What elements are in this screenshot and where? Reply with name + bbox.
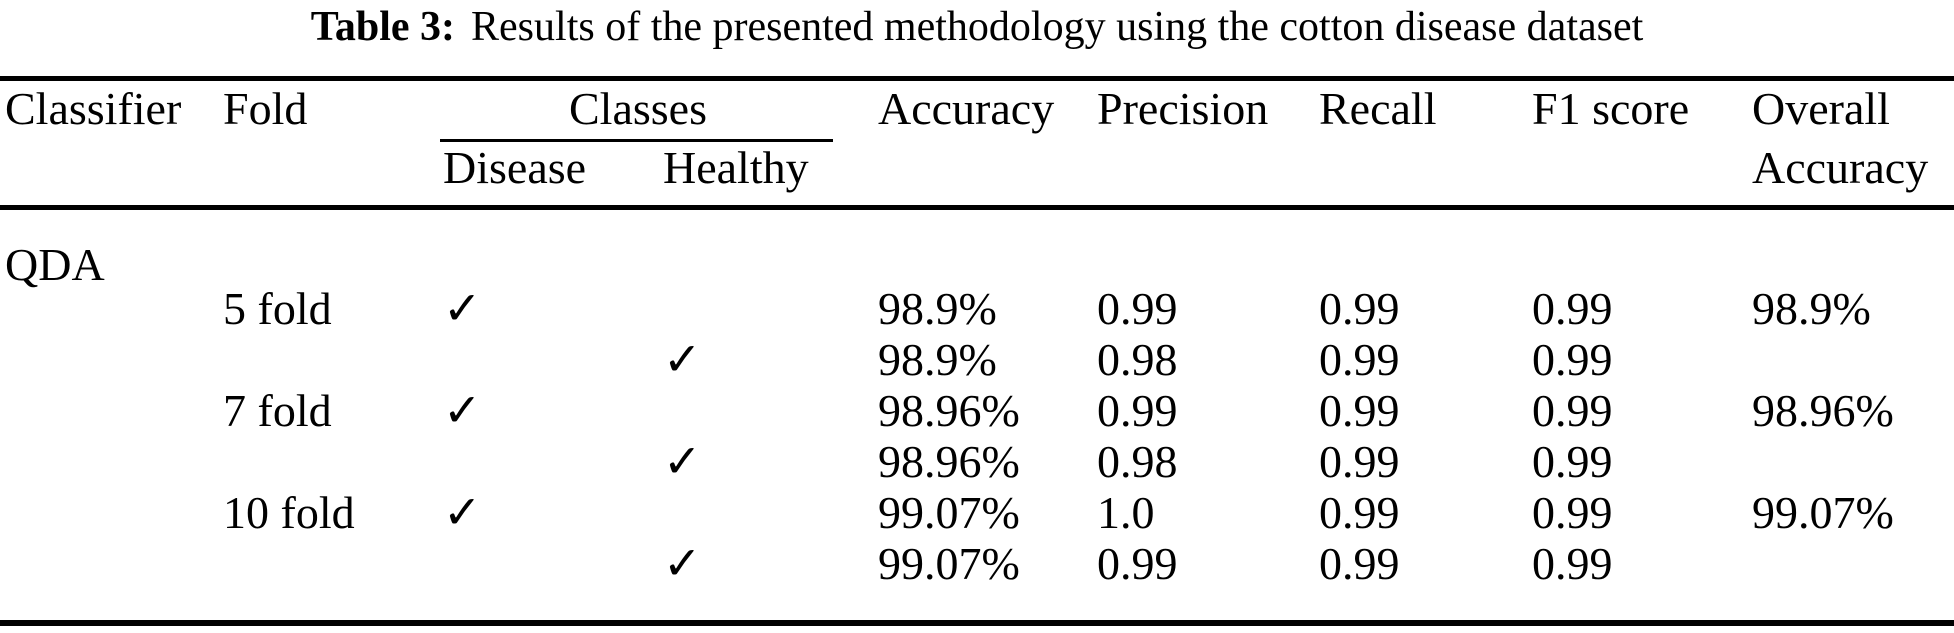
cell-classifier xyxy=(5,335,223,385)
table-row: ✓ 98.9% 0.98 0.99 0.99 xyxy=(0,335,1954,385)
classes-group-underline xyxy=(440,139,833,142)
cell-f1-score: 0.99 xyxy=(1532,334,1613,385)
cell-overall-accuracy: 99.07% xyxy=(1752,487,1894,538)
cell-accuracy: 98.9% xyxy=(878,283,997,334)
cell-overall-accuracy xyxy=(1752,437,1954,487)
table-cell xyxy=(878,143,1097,193)
table-row: ✓ 98.96% 0.98 0.99 0.99 xyxy=(0,437,1954,487)
cell-recall: 0.99 xyxy=(1319,334,1400,385)
table-header-row-1: Classifier Fold Classes Accuracy Precisi… xyxy=(0,84,1954,134)
cell-f1-score: 0.99 xyxy=(1532,436,1613,487)
cell-precision: 0.98 xyxy=(1097,334,1178,385)
col-header-precision: Precision xyxy=(1097,83,1269,134)
col-header-accuracy: Accuracy xyxy=(878,83,1055,134)
cell-precision: 0.98 xyxy=(1097,436,1178,487)
col-group-classes: Classes xyxy=(569,83,707,134)
table-cell xyxy=(5,143,223,193)
table-cell xyxy=(1319,143,1532,193)
cell-recall: 0.99 xyxy=(1319,283,1400,334)
checkmark-icon: ✓ xyxy=(443,385,482,436)
cell-healthy xyxy=(663,488,878,538)
cell-classifier xyxy=(5,539,223,589)
table-header-row-2: Disease Healthy Accuracy xyxy=(0,143,1954,193)
cell-precision: 0.99 xyxy=(1097,538,1178,589)
checkmark-icon: ✓ xyxy=(443,283,482,334)
cell-recall: 0.99 xyxy=(1319,487,1400,538)
col-header-overall-line2: Accuracy xyxy=(1752,142,1929,193)
cell-disease xyxy=(443,335,663,385)
table-row: 10 fold ✓ 99.07% 1.0 0.99 0.99 99.07% xyxy=(0,488,1954,538)
cell-recall: 0.99 xyxy=(1319,436,1400,487)
cell-fold: 7 fold xyxy=(223,385,332,436)
cell-fold xyxy=(223,437,443,487)
cell-disease xyxy=(443,539,663,589)
table-row: 7 fold ✓ 98.96% 0.99 0.99 0.99 98.96% xyxy=(0,386,1954,436)
cell-fold xyxy=(223,539,443,589)
cell-healthy xyxy=(663,240,878,290)
cell-overall-accuracy xyxy=(1752,539,1954,589)
cell-f1-score: 0.99 xyxy=(1532,538,1613,589)
col-header-overall-line1: Overall xyxy=(1752,83,1890,134)
checkmark-icon: ✓ xyxy=(443,487,482,538)
cell-recall: 0.99 xyxy=(1319,385,1400,436)
table-row: QDA xyxy=(0,240,1954,290)
cell-healthy xyxy=(663,284,878,334)
cell-healthy xyxy=(663,386,878,436)
table-cell xyxy=(1532,143,1752,193)
col-header-classifier: Classifier xyxy=(5,83,182,134)
cell-f1-score: 0.99 xyxy=(1532,487,1613,538)
cell-overall-accuracy xyxy=(1752,335,1954,385)
checkmark-icon: ✓ xyxy=(663,538,702,589)
table-cell xyxy=(223,143,443,193)
table-cell xyxy=(1097,143,1319,193)
cell-classifier xyxy=(5,488,223,538)
cell-precision: 0.99 xyxy=(1097,283,1178,334)
cell-classifier xyxy=(5,284,223,334)
cell-classifier xyxy=(5,437,223,487)
caption-text: Results of the presented methodology usi… xyxy=(471,4,1644,50)
cell-f1-score: 0.99 xyxy=(1532,385,1613,436)
table-caption: Table 3: Results of the presented methodo… xyxy=(0,2,1954,52)
cell-accuracy: 98.96% xyxy=(878,436,1020,487)
cell-f1-score: 0.99 xyxy=(1532,283,1613,334)
caption-label: Table 3: xyxy=(310,4,456,50)
cell-precision: 1.0 xyxy=(1097,487,1155,538)
cell-accuracy: 99.07% xyxy=(878,487,1020,538)
cell-accuracy: 99.07% xyxy=(878,538,1020,589)
cell-accuracy: 98.96% xyxy=(878,385,1020,436)
table-header-rule xyxy=(0,205,1954,210)
checkmark-icon: ✓ xyxy=(663,436,702,487)
cell-fold xyxy=(223,335,443,385)
cell-disease xyxy=(443,437,663,487)
cell-precision: 0.99 xyxy=(1097,385,1178,436)
table-bottom-rule xyxy=(0,620,1954,626)
cell-fold: 10 fold xyxy=(223,487,355,538)
cell-classifier: QDA xyxy=(5,239,105,290)
col-header-fold: Fold xyxy=(223,83,308,134)
col-group-classes-cell: Classes xyxy=(443,84,878,134)
cell-classifier xyxy=(5,386,223,436)
cell-overall-accuracy: 98.96% xyxy=(1752,385,1894,436)
cell-overall-accuracy: 98.9% xyxy=(1752,283,1871,334)
cell-fold: 5 fold xyxy=(223,283,332,334)
col-header-disease: Disease xyxy=(443,142,587,193)
checkmark-icon: ✓ xyxy=(663,334,702,385)
col-header-recall: Recall xyxy=(1319,83,1437,134)
table-row: ✓ 99.07% 0.99 0.99 0.99 xyxy=(0,539,1954,589)
col-header-f1-score: F1 score xyxy=(1532,83,1690,134)
cell-accuracy: 98.9% xyxy=(878,334,997,385)
col-header-healthy: Healthy xyxy=(663,142,809,193)
table-top-rule xyxy=(0,76,1954,81)
cell-recall: 0.99 xyxy=(1319,538,1400,589)
table-row: 5 fold ✓ 98.9% 0.99 0.99 0.99 98.9% xyxy=(0,284,1954,334)
